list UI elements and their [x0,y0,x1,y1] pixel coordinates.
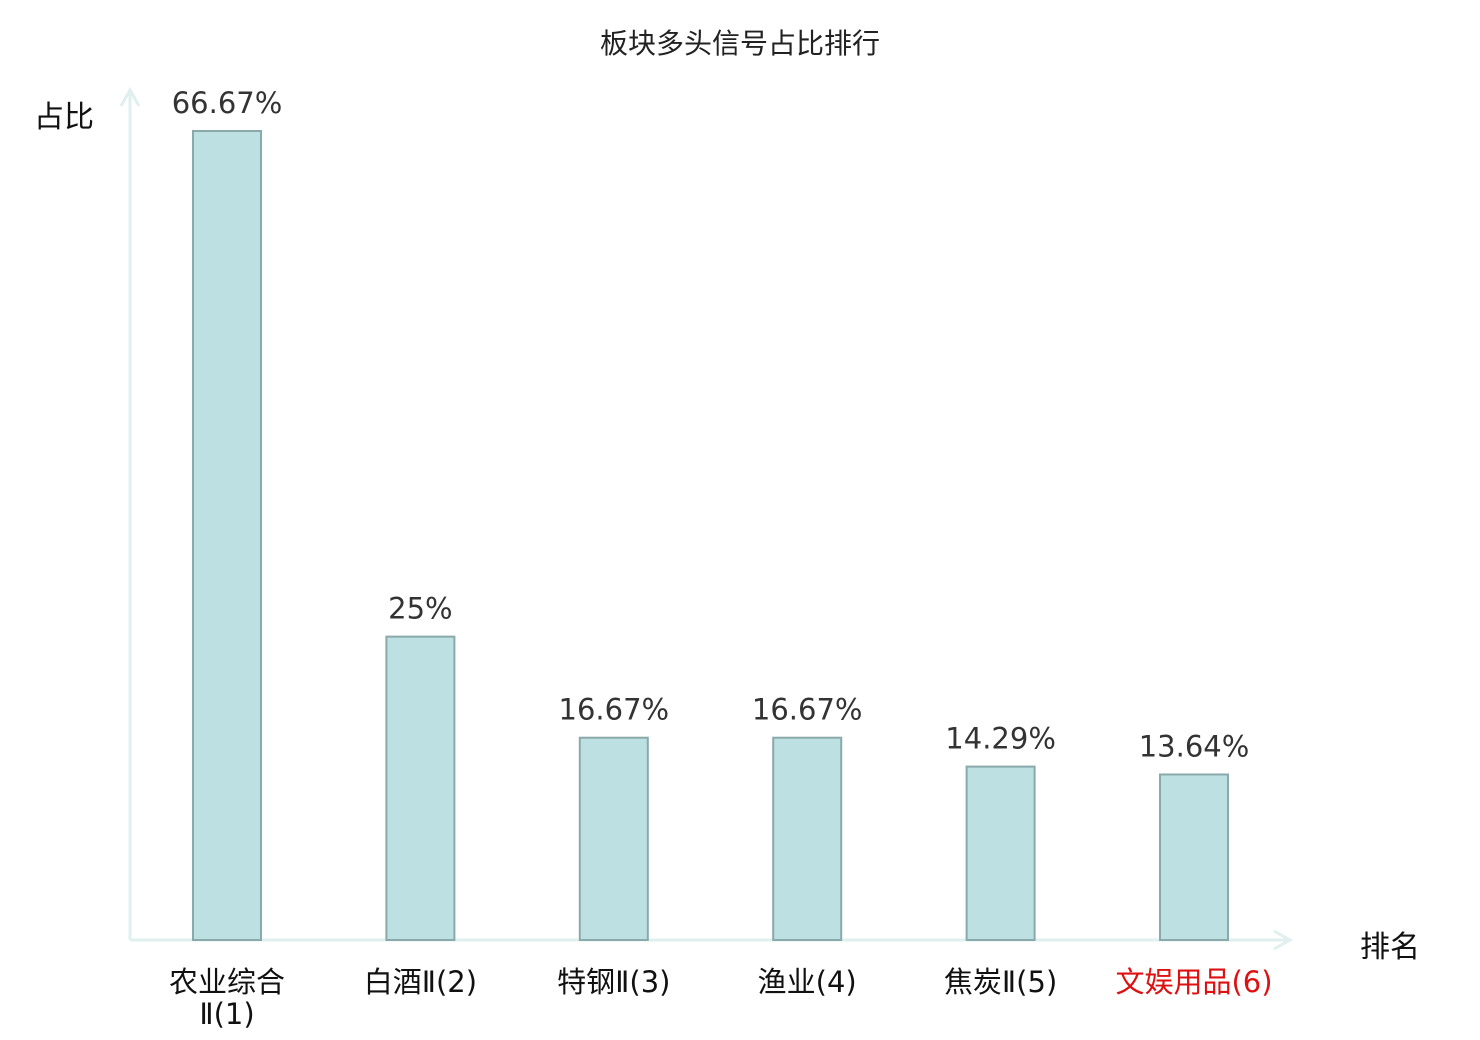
x-axis-arrow [1273,929,1294,951]
data-label-1: 66.67% [172,86,283,120]
bar-4 [772,736,843,941]
data-label-4: 16.67% [752,693,863,727]
bar-5 [965,765,1036,942]
bar-2 [385,635,456,942]
category-label-3: 特钢Ⅱ(3) [557,965,671,999]
data-label-3: 16.67% [559,693,670,727]
x-axis-label: 排名 [1360,930,1420,965]
data-label-6: 13.64% [1139,729,1250,763]
category-label-5: 焦炭Ⅱ(5) [943,965,1058,999]
bar-6 [1159,773,1229,941]
y-axis-arrow [119,86,141,107]
bar-3 [578,736,649,941]
category-label-4: 渔业(4) [757,965,857,999]
data-label-2: 25% [388,592,452,626]
category-label-6: 文娱用品(6) [1115,965,1273,999]
bar-1 [192,130,262,941]
category-label-2: 白酒Ⅱ(2) [363,965,478,999]
chart-title: 板块多头信号占比排行 [599,27,880,60]
category-label-1: 农业综合Ⅱ(1) [168,965,285,1031]
data-label-5: 14.29% [945,722,1056,756]
y-axis-label: 占比 [34,100,94,135]
